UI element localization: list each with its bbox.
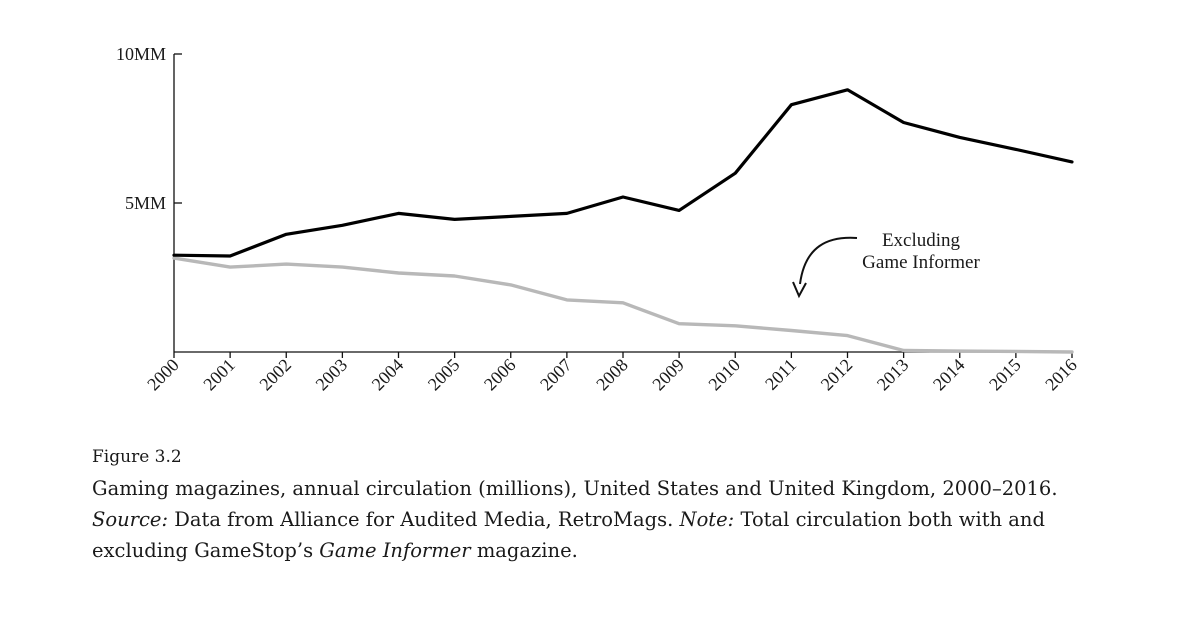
x-tick-label: 2006: [480, 355, 520, 395]
figure-caption: Figure 3.2 Gaming magazines, annual circ…: [92, 447, 1122, 566]
x-tick-label: 2005: [424, 355, 464, 395]
figure-description: Gaming magazines, annual circulation (mi…: [92, 473, 1122, 566]
annotation-text-line-2: Game Informer: [862, 252, 980, 273]
caption-note-end: magazine.: [476, 539, 578, 562]
x-tick-label: 2012: [817, 355, 857, 395]
annotation-arrowhead: [792, 281, 807, 299]
x-tick-label: 2000: [143, 355, 183, 395]
x-tick-label: 2007: [536, 355, 576, 395]
chart-axes: 5MM 10MM 2000 2001 2002 2003 2004 2005 2006 2007 2…: [116, 44, 1081, 394]
caption-note-text: Total circulation both with and excludin…: [92, 508, 1045, 562]
y-tick-label: 5MM: [125, 193, 166, 213]
chart-series: [172, 88, 1074, 354]
x-tick-label: 2001: [199, 355, 239, 395]
x-tick-label: 2009: [648, 355, 688, 395]
x-tick-label: 2010: [704, 355, 744, 395]
x-tick-label: 2013: [873, 355, 913, 395]
circulation-line-chart: 5MM 10MM 2000 2001 2002 2003 2004 2005 2006 2007 2…: [116, 44, 1081, 394]
x-tick-label: 2008: [592, 355, 632, 395]
caption-note-label: Note:: [679, 508, 735, 531]
x-tick-label: 2002: [255, 355, 295, 395]
caption-source-label: Source:: [92, 508, 169, 531]
y-tick-label: 10MM: [116, 44, 166, 64]
caption-source-text: Data from Alliance for Audited Media, Re…: [174, 508, 674, 531]
caption-note-italic: Game Informer: [319, 539, 471, 562]
x-tick-label: 2014: [929, 355, 969, 395]
x-tick-label: 2003: [312, 355, 352, 395]
x-tick-label: 2004: [368, 355, 408, 395]
annotation-arrow: [799, 236, 858, 285]
series-line-excluding-game-informer: [172, 256, 1074, 354]
x-tick-label: 2015: [985, 355, 1025, 395]
caption-main: Gaming magazines, annual circulation (mi…: [92, 477, 1058, 500]
x-tick-label: 2011: [761, 355, 800, 394]
series-line-total: [172, 88, 1074, 258]
x-tick-label: 2016: [1041, 355, 1081, 395]
chart-annotation: Excluding Game Informer: [792, 230, 980, 299]
figure-label: Figure 3.2: [92, 447, 182, 467]
annotation-text-line-1: Excluding: [882, 230, 961, 251]
